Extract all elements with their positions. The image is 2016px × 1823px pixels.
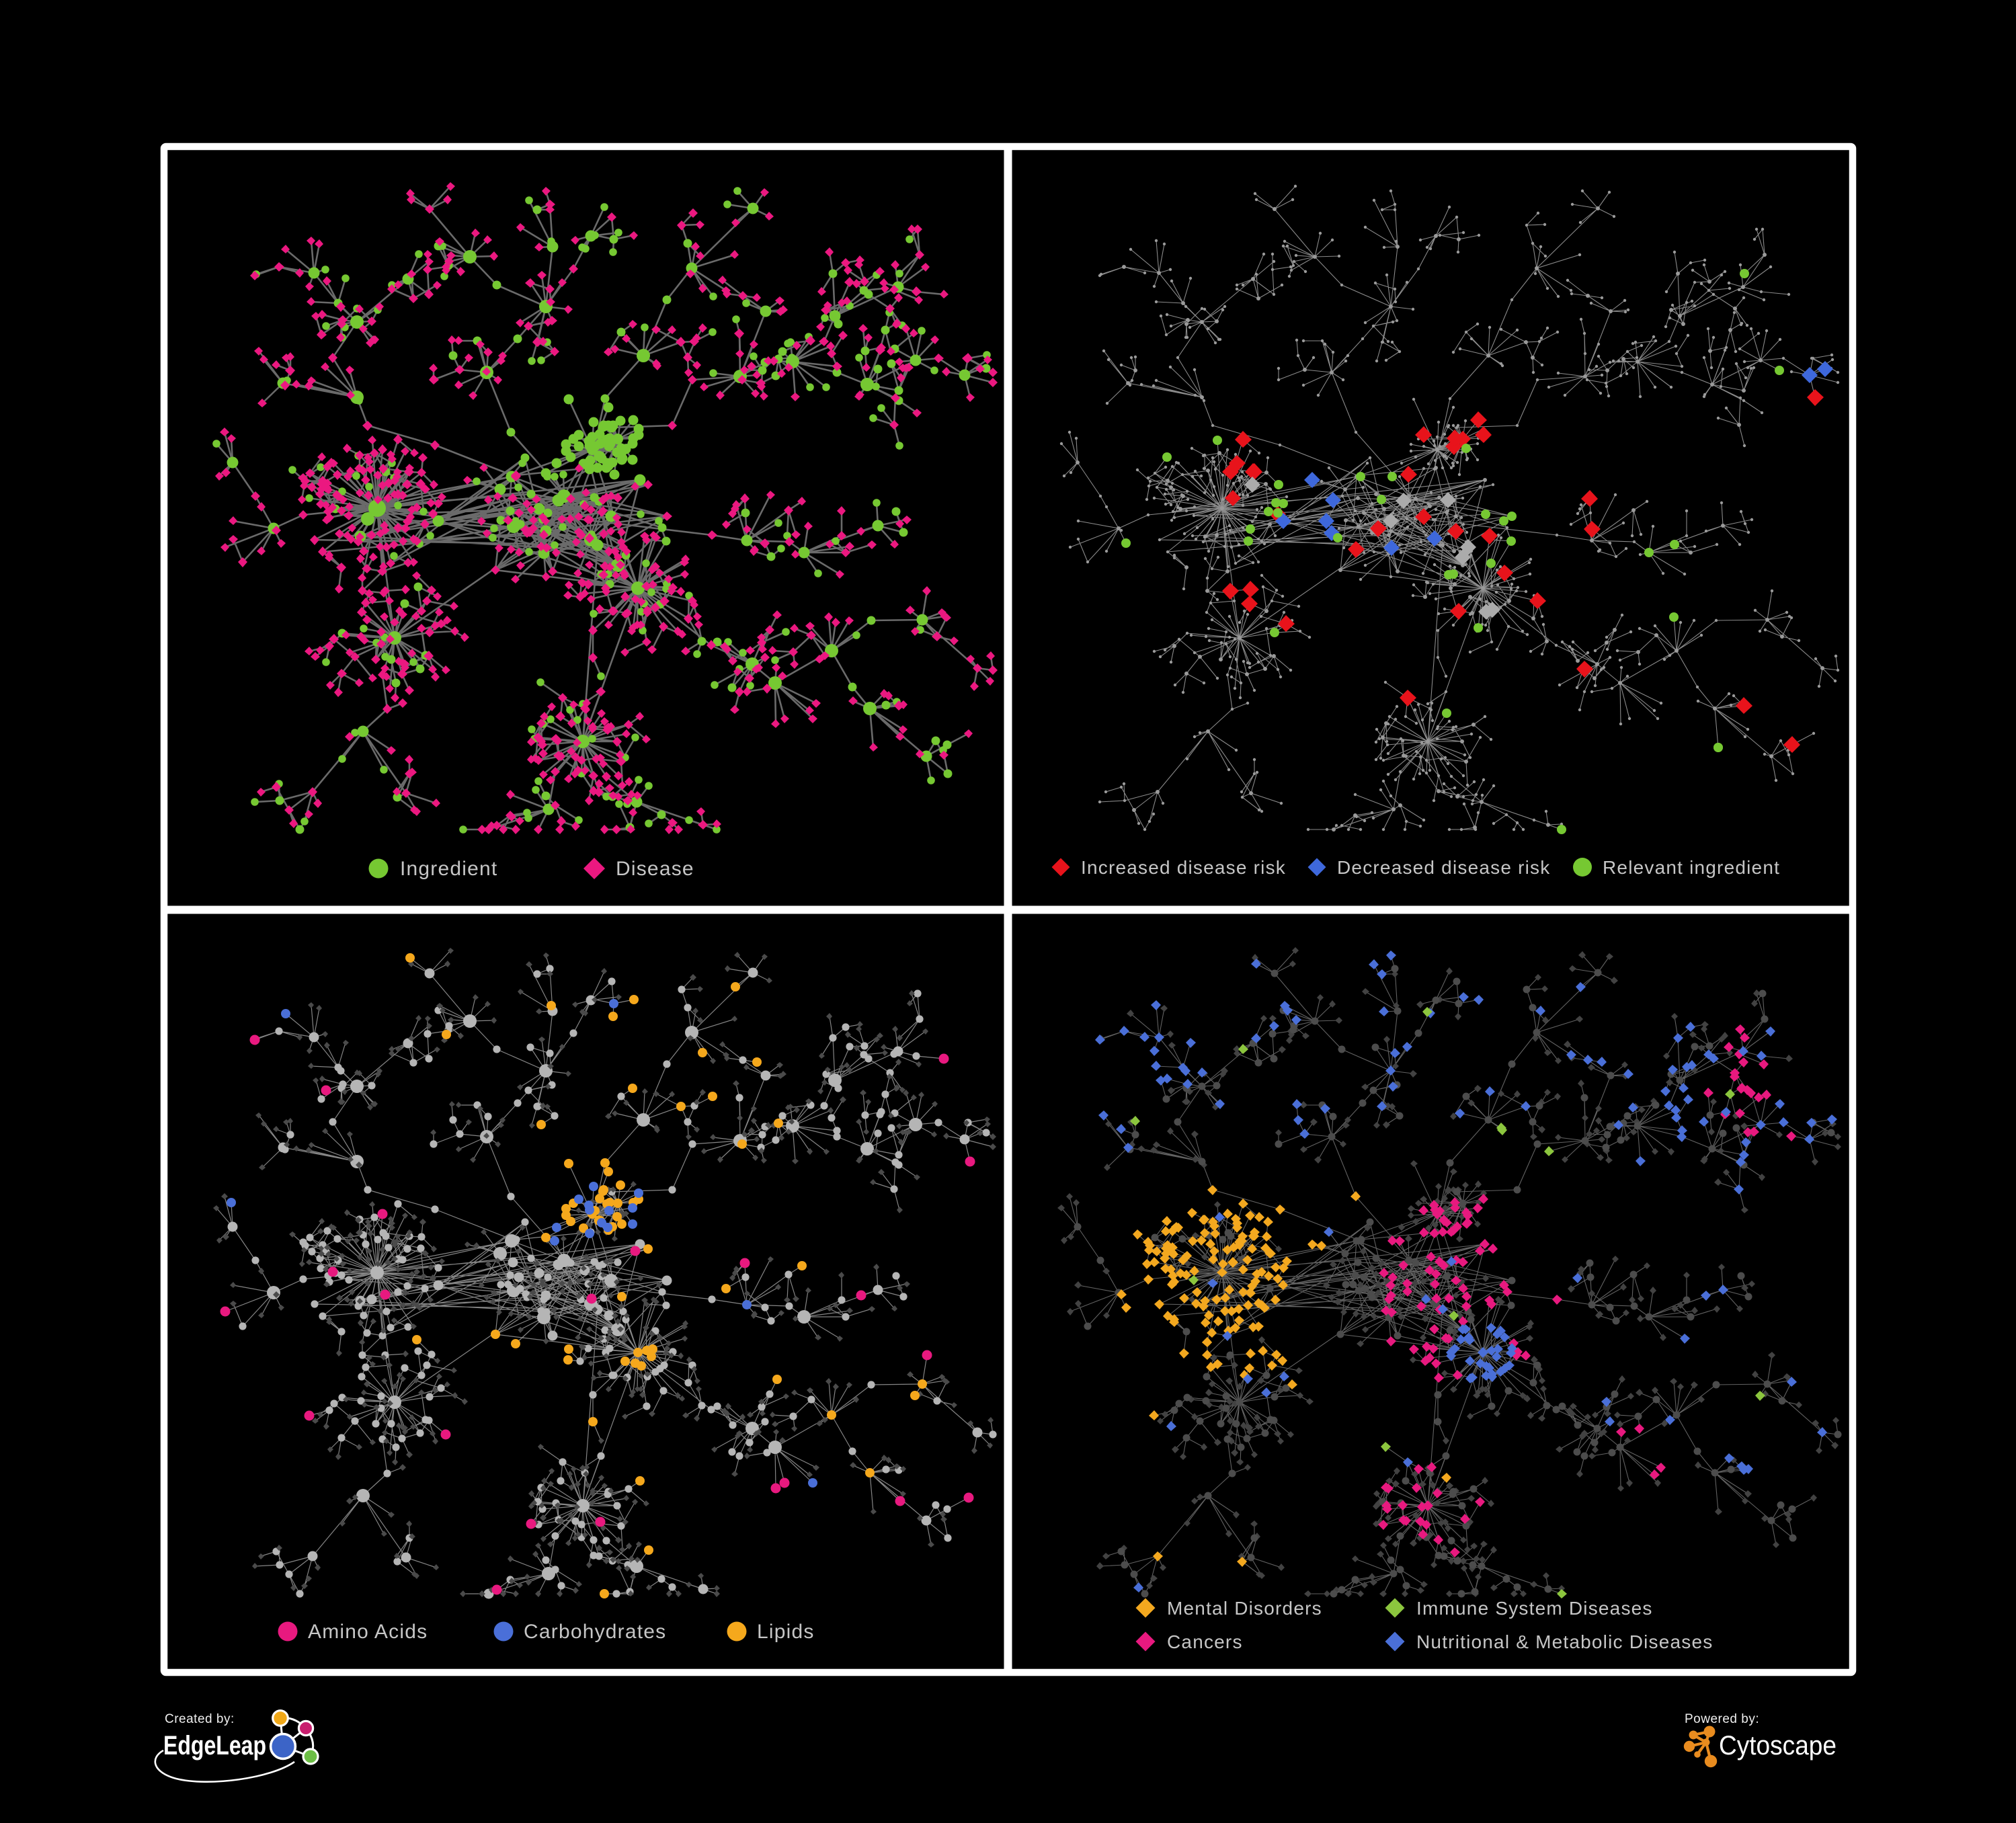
svg-text:Amino Acids: Amino Acids xyxy=(308,1621,428,1643)
svg-text:Nutritional & Metabolic Diseas: Nutritional & Metabolic Diseases xyxy=(1416,1631,1713,1652)
svg-text:Cancers: Cancers xyxy=(1167,1631,1243,1652)
svg-text:Immune System Diseases: Immune System Diseases xyxy=(1416,1598,1653,1619)
svg-text:Cytoscape: Cytoscape xyxy=(1719,1731,1837,1760)
svg-text:EdgeLeap: EdgeLeap xyxy=(163,1731,266,1760)
svg-text:Lipids: Lipids xyxy=(757,1621,815,1643)
svg-text:Decreased disease risk: Decreased disease risk xyxy=(1337,857,1550,878)
svg-text:Increased disease risk: Increased disease risk xyxy=(1081,857,1286,878)
svg-text:Carbohydrates: Carbohydrates xyxy=(524,1621,666,1643)
svg-text:Ingredient: Ingredient xyxy=(400,858,497,880)
svg-text:Relevant ingredient: Relevant ingredient xyxy=(1603,857,1780,878)
svg-text:Created by:: Created by: xyxy=(165,1712,235,1726)
svg-text:Disease: Disease xyxy=(616,858,694,880)
svg-text:Powered by:: Powered by: xyxy=(1685,1712,1759,1726)
svg-text:Mental Disorders: Mental Disorders xyxy=(1167,1598,1322,1619)
